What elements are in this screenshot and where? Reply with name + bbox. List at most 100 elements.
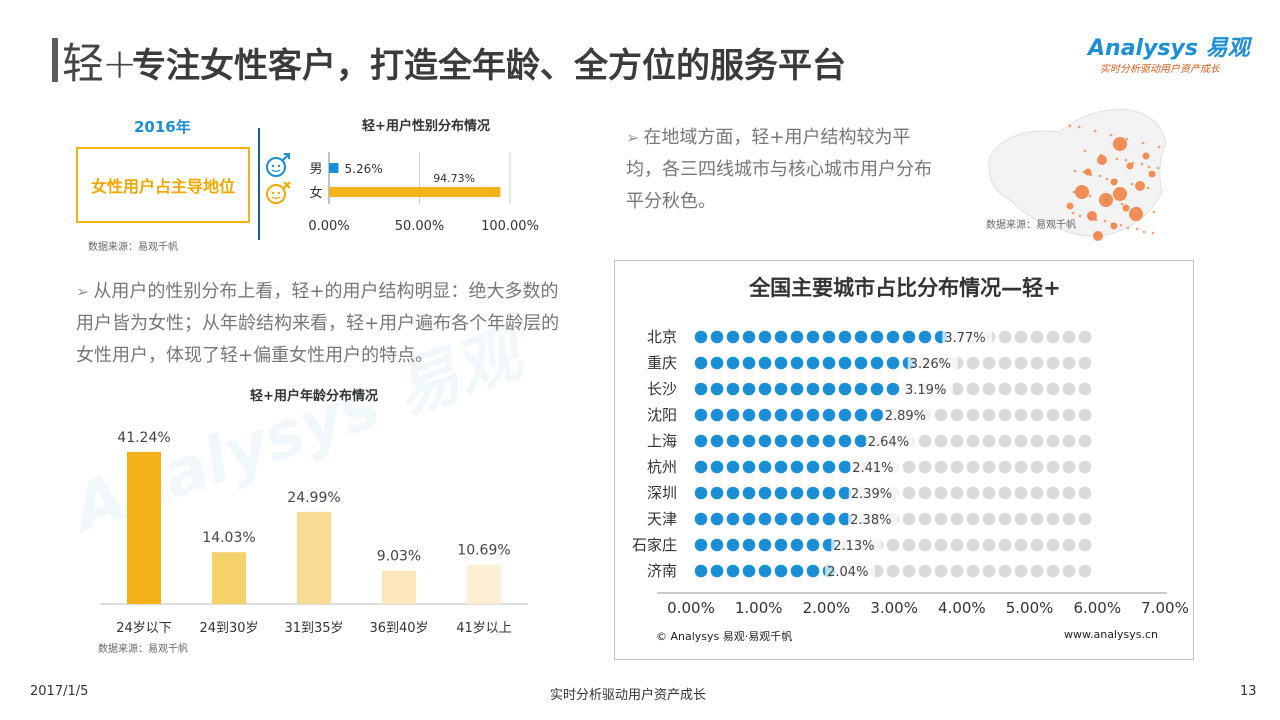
map-city-dot	[1142, 152, 1150, 160]
city-dot	[758, 538, 772, 552]
city-dot	[790, 356, 804, 370]
city-dot	[966, 512, 980, 526]
city-value-label: 3.26%	[910, 357, 951, 372]
city-dot	[886, 382, 900, 396]
china-map	[988, 108, 1167, 241]
city-dot	[1030, 356, 1044, 370]
map-small-dot	[1151, 231, 1155, 235]
city-dot	[806, 538, 820, 552]
city-dot	[982, 564, 996, 578]
gender-bullet: ➢ 从用户的性别分布上看，轻+的用户结构明显：绝大多数的用户皆为女性；从年龄结构来…	[76, 281, 560, 366]
city-dot	[838, 382, 852, 396]
map-small-dot	[1082, 170, 1086, 174]
city-dot	[822, 330, 836, 344]
city-dot	[838, 460, 852, 474]
city-dot	[870, 382, 884, 396]
age-value-label: 14.03%	[202, 530, 255, 546]
city-dot	[790, 434, 804, 448]
city-dot	[982, 460, 996, 474]
city-dot	[758, 356, 772, 370]
map-city-dot	[1126, 162, 1134, 170]
city-dot	[902, 330, 916, 344]
city-dot	[758, 330, 772, 344]
age-category-label: 36到40岁	[369, 621, 428, 636]
city-dot	[966, 356, 980, 370]
city-dot	[1046, 434, 1060, 448]
city-dot	[806, 382, 820, 396]
city-dot	[1014, 382, 1028, 396]
city-dot	[758, 486, 772, 500]
city-label-bg	[831, 536, 882, 554]
city-dot	[998, 330, 1012, 344]
gender-icons	[266, 153, 291, 204]
gender-bar	[329, 187, 501, 197]
city-dot	[806, 512, 820, 526]
gender-tick-label: 50.00%	[395, 219, 445, 234]
city-dot	[1030, 408, 1044, 422]
city-label: 天津	[647, 510, 677, 528]
city-dot	[966, 434, 980, 448]
city-dot	[1030, 538, 1044, 552]
city-dot	[854, 356, 868, 370]
age-value-label: 10.69%	[457, 543, 510, 559]
city-dot	[694, 408, 708, 422]
age-value-label: 24.99%	[287, 490, 340, 506]
age-category-label: 24岁以下	[116, 621, 172, 636]
city-value-label: 2.41%	[852, 461, 893, 476]
city-dot	[774, 512, 788, 526]
city-label-bg	[903, 380, 954, 398]
city-dot	[806, 564, 820, 578]
city-dot	[1078, 564, 1092, 578]
age-bar	[212, 552, 246, 604]
city-dot	[1046, 564, 1060, 578]
city-label-bg	[825, 562, 876, 580]
city-dot	[998, 564, 1012, 578]
city-tick-label: 4.00%	[938, 599, 986, 617]
map-small-dot	[1146, 186, 1150, 190]
gender-bar	[329, 163, 339, 173]
city-dot	[1030, 564, 1044, 578]
city-dot	[1062, 382, 1076, 396]
age-chart: 轻+用户年龄分布情况 41.24% 24岁以下 14.03% 24到30岁 24.99% 3…	[100, 388, 528, 636]
year-label: 2016年	[134, 118, 191, 136]
city-dot	[1046, 538, 1060, 552]
city-dot	[1014, 486, 1028, 500]
female-dominant-box: 女性用户占主导地位	[76, 147, 250, 223]
city-dot	[694, 330, 708, 344]
city-dot	[998, 538, 1012, 552]
city-dot	[1014, 434, 1028, 448]
city-dot	[790, 486, 804, 500]
map-city-dot	[1075, 185, 1089, 199]
city-dot	[774, 408, 788, 422]
city-dot	[934, 434, 948, 448]
city-dot	[950, 460, 964, 474]
city-dot	[1030, 512, 1044, 526]
city-dot	[790, 564, 804, 578]
city-dot	[934, 538, 948, 552]
city-dot	[966, 564, 980, 578]
city-dot	[902, 512, 916, 526]
city-dot	[998, 460, 1012, 474]
age-category-label: 24到30岁	[199, 621, 258, 636]
map-small-dot	[1152, 210, 1156, 214]
city-dot	[918, 564, 932, 578]
city-dot	[950, 408, 964, 422]
city-label-bg	[907, 354, 958, 372]
age-category-label: 31到35岁	[284, 621, 343, 636]
city-dot	[726, 512, 740, 526]
city-label: 北京	[647, 328, 677, 346]
city-dot	[902, 564, 916, 578]
city-dot	[726, 486, 740, 500]
city-label: 沈阳	[647, 406, 677, 424]
city-dot	[886, 564, 900, 578]
city-dot	[790, 460, 804, 474]
map-small-dot	[1078, 214, 1082, 218]
city-dot	[822, 460, 836, 474]
city-dot	[822, 486, 836, 500]
city-dot	[774, 538, 788, 552]
title-accent-bar	[52, 38, 58, 82]
city-dot	[774, 382, 788, 396]
map-small-dot	[1088, 194, 1092, 198]
city-dot	[758, 460, 772, 474]
city-dot	[1078, 512, 1092, 526]
